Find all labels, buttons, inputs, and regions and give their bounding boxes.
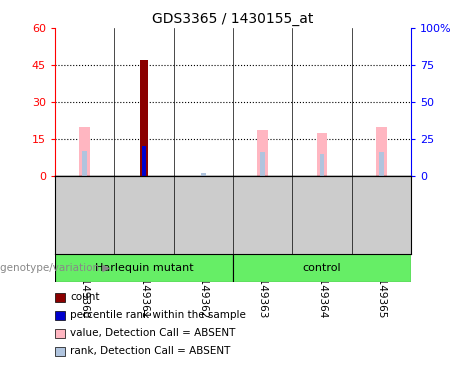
Bar	[79, 127, 90, 176]
Text: genotype/variation ▶: genotype/variation ▶	[0, 263, 110, 273]
Text: control: control	[303, 263, 341, 273]
Bar	[319, 154, 325, 176]
Title: GDS3365 / 1430155_at: GDS3365 / 1430155_at	[152, 12, 313, 26]
Text: value, Detection Call = ABSENT: value, Detection Call = ABSENT	[70, 328, 236, 338]
Text: count: count	[70, 292, 100, 302]
Bar	[379, 152, 384, 176]
Bar	[201, 173, 206, 176]
Bar	[140, 60, 148, 176]
Bar	[317, 133, 327, 176]
Bar	[142, 146, 146, 176]
Text: Harlequin mutant: Harlequin mutant	[95, 263, 193, 273]
Bar	[55, 254, 233, 282]
Bar	[233, 254, 411, 282]
Bar	[376, 127, 387, 176]
Bar	[83, 151, 87, 176]
Text: percentile rank within the sample: percentile rank within the sample	[70, 310, 246, 320]
Bar	[257, 130, 268, 176]
Text: rank, Detection Call = ABSENT: rank, Detection Call = ABSENT	[70, 346, 230, 356]
Bar	[260, 152, 265, 176]
